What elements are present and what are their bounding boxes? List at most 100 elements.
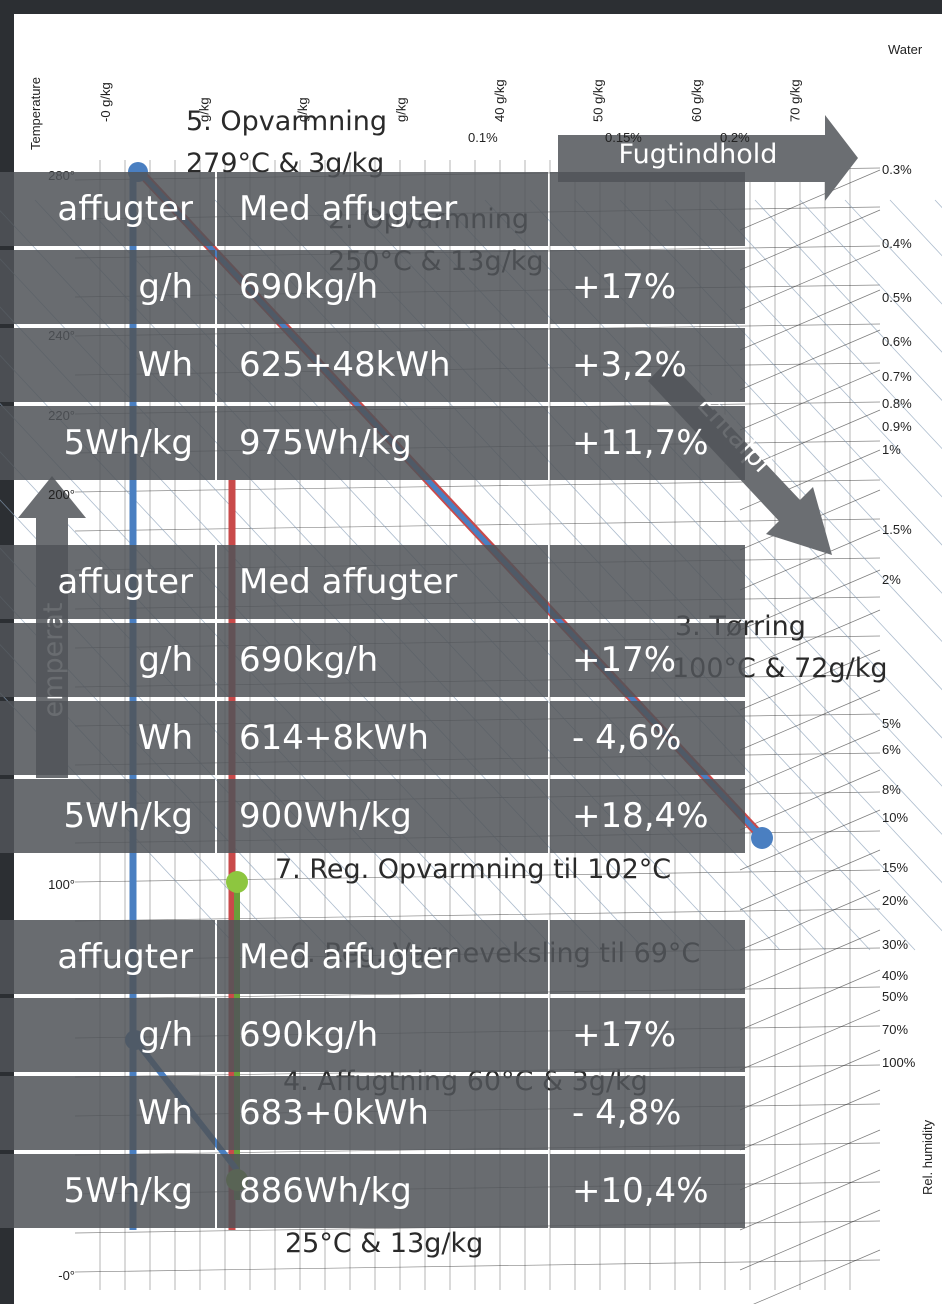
- annotation: 5. Opvarmning: [186, 106, 387, 137]
- grid-line: [574, 199, 942, 594]
- table-cell: - 4,6%: [550, 701, 745, 775]
- grid-line: [394, 199, 942, 787]
- moisture-label: 40 g/kg: [492, 79, 507, 122]
- axis-title: Temperature: [28, 77, 43, 150]
- moisture-label: 70 g/kg: [788, 79, 803, 122]
- table-cell: +17%: [550, 250, 745, 324]
- humidity-label: 1.5%: [882, 522, 912, 537]
- annotation: 7. Reg. Opvarmning til 102°C: [275, 854, 671, 885]
- humidity-label: 0.4%: [882, 236, 912, 251]
- grid-line: [484, 199, 942, 691]
- grid-line: [739, 849, 881, 911]
- grid-line: [753, 1249, 881, 1304]
- table-cell: Wh: [0, 701, 215, 775]
- header-cell: affugter: [0, 545, 215, 619]
- grid-line: [739, 289, 881, 351]
- table-cell: g/h: [0, 623, 215, 697]
- state-point: [751, 827, 773, 849]
- header-cell: [550, 545, 745, 619]
- table-cell: 690kg/h: [217, 250, 548, 324]
- table-cell: 690kg/h: [217, 623, 548, 697]
- table-cell: 5Wh/kg: [0, 779, 215, 853]
- humidity-label: 0.3%: [882, 162, 912, 177]
- grid-line: [739, 249, 881, 311]
- humidity-label: 0.7%: [882, 369, 912, 384]
- humidity-label: 0.5%: [882, 290, 912, 305]
- grid-line: [709, 199, 942, 450]
- humidity-label: 50%: [882, 989, 908, 1004]
- humidity-label: 40%: [882, 968, 908, 983]
- humidity-label: 100%: [882, 1055, 916, 1070]
- moisture-label: 60 g/kg: [689, 79, 704, 122]
- temperature-label: 100°: [48, 877, 75, 892]
- humidity-label: 8%: [882, 782, 901, 797]
- table-cell: +11,7%: [550, 406, 745, 480]
- grid-line: [739, 1049, 881, 1111]
- humidity-label: 15%: [882, 860, 908, 875]
- axis-title: Rel. humidity: [920, 1119, 935, 1195]
- temperature-label: -0°: [58, 1268, 75, 1283]
- grid-line: [739, 569, 881, 631]
- humidity-label: 0.8%: [882, 396, 912, 411]
- table-cell: 886Wh/kg: [217, 1154, 548, 1228]
- table-cell: Wh: [0, 1076, 215, 1150]
- grid-line: [739, 329, 881, 391]
- table-cell: 900Wh/kg: [217, 779, 548, 853]
- axis-labels: Temperature Water Rel. humidity -0 g/kg g/kg…: [28, 42, 935, 1283]
- humidity-label: 10%: [882, 810, 908, 825]
- grid-line: [739, 609, 881, 671]
- grid-line: [739, 969, 881, 1031]
- humidity-label: 70%: [882, 1022, 908, 1037]
- moisture-label: g/kg: [197, 97, 212, 122]
- table-cell: 625+48kWh: [217, 328, 548, 402]
- table-cell: +18,4%: [550, 779, 745, 853]
- arrow-label: Fugtindhold: [619, 139, 778, 170]
- humidity-label: 1%: [882, 442, 901, 457]
- humidity-label: 0.9%: [882, 419, 912, 434]
- saturation-label: 0.2%: [720, 130, 750, 145]
- header-cell: affugter: [0, 920, 215, 994]
- table-cell: +17%: [550, 998, 745, 1072]
- grid-line: [619, 199, 942, 546]
- header-cell: affugter: [0, 172, 215, 246]
- table-cell: 690kg/h: [217, 998, 548, 1072]
- grid-line: [799, 199, 942, 353]
- grid-line: [739, 529, 881, 591]
- humidity-label: 20%: [882, 893, 908, 908]
- humidity-label: 5%: [882, 716, 901, 731]
- table-cell: 975Wh/kg: [217, 406, 548, 480]
- grid-line: [739, 649, 881, 711]
- table-cell: +17%: [550, 623, 745, 697]
- grid-line: [739, 729, 881, 791]
- header-cell: [550, 172, 745, 246]
- grid-line: [739, 809, 881, 871]
- table-cell: +10,4%: [550, 1154, 745, 1228]
- grid-line: [739, 1089, 881, 1151]
- moisture-label: g/kg: [394, 97, 409, 122]
- annotation: 25°C & 13g/kg: [285, 1228, 483, 1259]
- grid-line: [739, 169, 881, 231]
- axis-title: Water: [888, 42, 923, 57]
- grid-line: [739, 929, 881, 991]
- humidity-label: 0.6%: [882, 334, 912, 349]
- grid-line: [739, 209, 881, 271]
- grid-line: [739, 1209, 881, 1271]
- temperature-label: 200°: [48, 487, 75, 502]
- moisture-label: 50 g/kg: [591, 79, 606, 122]
- grid-line: [739, 689, 881, 751]
- table-cell: 5Wh/kg: [0, 1154, 215, 1228]
- table-cell: 683+0kWh: [217, 1076, 548, 1150]
- grid-line: [739, 369, 881, 431]
- grid-line: [739, 889, 881, 951]
- grid-line: [74, 1259, 881, 1273]
- humidity-label: 30%: [882, 937, 908, 952]
- table-cell: 5Wh/kg: [0, 406, 215, 480]
- saturation-label: 0.1%: [468, 130, 498, 145]
- table-cell: Wh: [0, 328, 215, 402]
- saturation-label: 0.15%: [605, 130, 642, 145]
- grid-line: [74, 869, 881, 883]
- moisture-label: g/kg: [295, 97, 310, 122]
- table-cell: - 4,8%: [550, 1076, 745, 1150]
- header-cell: Med affugter: [217, 920, 548, 994]
